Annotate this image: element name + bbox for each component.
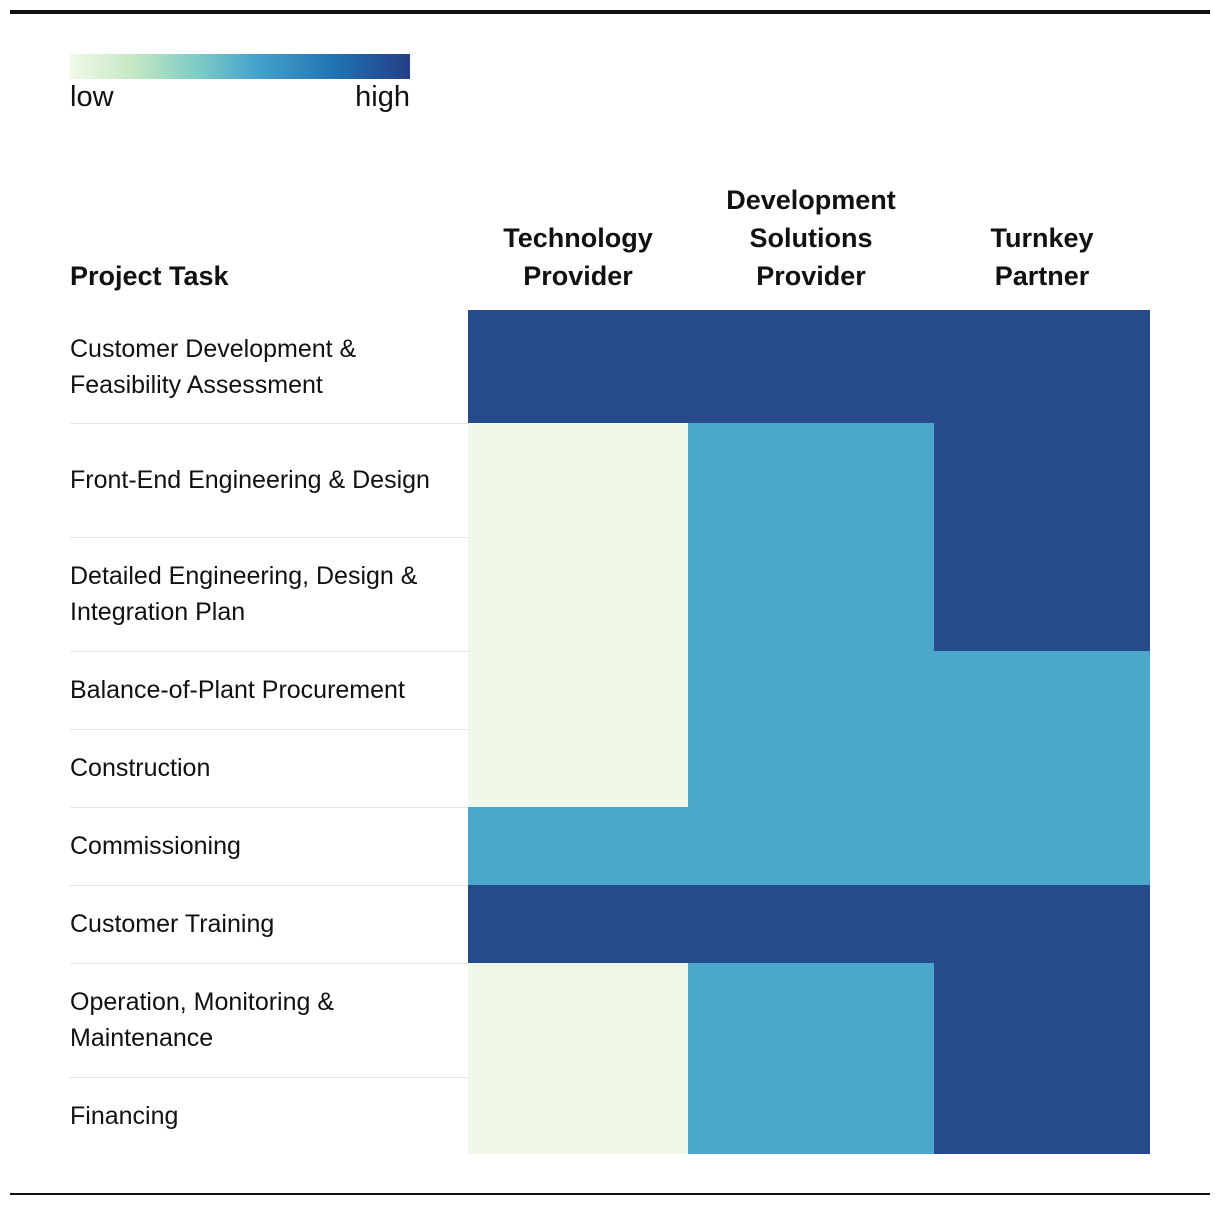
- column-header-line: Development: [726, 185, 896, 215]
- heatmap-cell: [688, 310, 934, 423]
- row-label: Balance-of-Plant Procurement: [70, 651, 450, 729]
- heatmap-cell: [934, 1077, 1150, 1154]
- row-label: Customer Development & Feasibility Asses…: [70, 310, 450, 423]
- heatmap-cell: [468, 807, 688, 885]
- heatmap-cell: [934, 729, 1150, 807]
- heatmap-cell: [468, 885, 688, 963]
- project-task-header: Project Task: [70, 261, 229, 291]
- heatmap-cell: [934, 423, 1150, 537]
- heatmap-cell: [468, 963, 688, 1077]
- row-label: Customer Training: [70, 885, 450, 963]
- heatmap-cell: [934, 310, 1150, 423]
- heatmap-cell: [688, 729, 934, 807]
- column-header-line: Provider: [756, 261, 866, 291]
- bottom-rule: [10, 1193, 1210, 1195]
- row-label-text: Detailed Engineering, Design & Integrati…: [70, 562, 418, 626]
- row-label-text: Front-End Engineering & Design: [70, 466, 430, 494]
- row-label-text: Customer Development & Feasibility Asses…: [70, 334, 357, 399]
- heatmap-cell: [468, 729, 688, 807]
- heatmap-cell: [688, 1077, 934, 1154]
- heatmap-cell: [934, 537, 1150, 651]
- heatmap-cell: [688, 537, 934, 651]
- row-label-text: Construction: [70, 754, 211, 782]
- legend-low-label: low: [70, 81, 114, 113]
- column-header-line: Partner: [994, 261, 1090, 291]
- heatmap-cell: [688, 423, 934, 537]
- heatmap-cell: [688, 651, 934, 729]
- column-header-development-solutions-provider: Development Solutions Provider: [688, 181, 934, 295]
- column-header-line: Solutions: [749, 223, 873, 253]
- heatmap-cell: [934, 963, 1150, 1077]
- heatmap-cell: [688, 885, 934, 963]
- row-label-text: Commissioning: [70, 832, 241, 860]
- column-header-line: Turnkey: [990, 223, 1094, 253]
- heatmap-cell: [468, 310, 688, 423]
- top-rule: [10, 10, 1210, 14]
- row-label-text: Balance-of-Plant Procurement: [70, 676, 405, 704]
- heatmap-cell: [468, 1077, 688, 1154]
- heatmap-cell: [688, 963, 934, 1077]
- row-label-text: Financing: [70, 1101, 179, 1130]
- row-label: Operation, Monitoring & Maintenance: [70, 963, 450, 1077]
- row-label: Commissioning: [70, 807, 450, 885]
- row-label: Detailed Engineering, Design & Integrati…: [70, 537, 450, 651]
- column-header-line: Provider: [523, 261, 633, 291]
- heatmap-cell: [934, 807, 1150, 885]
- column-header-line: Technology: [503, 223, 653, 253]
- row-label: Financing: [70, 1077, 450, 1154]
- column-header-technology-provider: Technology Provider: [468, 219, 688, 295]
- column-header-turnkey-partner: Turnkey Partner: [934, 219, 1150, 295]
- heatmap-cell: [468, 651, 688, 729]
- row-label: Front-End Engineering & Design: [70, 423, 450, 537]
- row-label-text: Operation, Monitoring & Maintenance: [70, 988, 335, 1052]
- heatmap-cell: [934, 885, 1150, 963]
- legend-gradient-bar: [70, 54, 410, 79]
- heatmap-cell: [468, 423, 688, 537]
- heatmap-cell: [934, 651, 1150, 729]
- legend-high-label: high: [355, 81, 410, 113]
- heatmap-cell: [468, 537, 688, 651]
- row-label: Construction: [70, 729, 450, 807]
- color-legend: low high: [70, 54, 410, 115]
- heatmap-cell: [688, 807, 934, 885]
- row-label-text: Customer Training: [70, 910, 275, 938]
